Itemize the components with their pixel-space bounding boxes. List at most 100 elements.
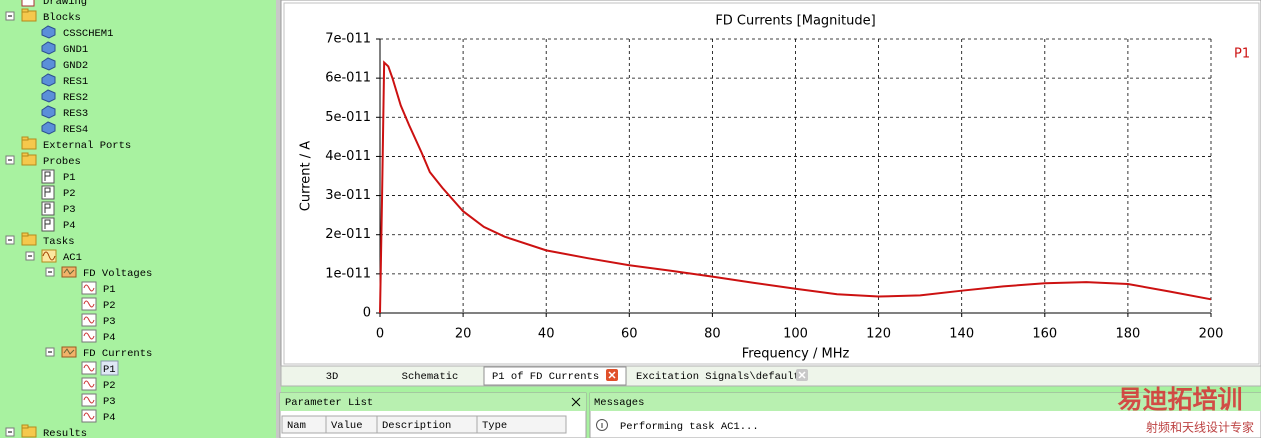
y-tick-label: 4e-011 [325, 149, 371, 164]
y-tick-label: 1e-011 [325, 266, 371, 281]
block-icon [41, 73, 56, 87]
messages-header [590, 393, 1261, 411]
column-label[interactable]: Nam [287, 420, 306, 432]
tree-label[interactable]: Probes [43, 156, 81, 168]
y-tick-label: 0 [363, 306, 371, 321]
signal-wave [83, 316, 95, 324]
folder-tab [21, 152, 29, 157]
tab-active[interactable] [483, 366, 627, 386]
tab-label[interactable]: 3D [326, 371, 339, 383]
y-tick-label: 3e-011 [325, 188, 371, 203]
x-tick-label: 0 [376, 327, 384, 342]
signal-wave [83, 284, 95, 292]
y-tick-label: 2e-011 [325, 227, 371, 242]
watermark-subtitle: 射频和天线设计专家 [1146, 420, 1254, 435]
column-label[interactable]: Type [482, 420, 507, 432]
tree-label[interactable]: P4 [63, 220, 76, 232]
x-axis-label: Frequency / MHz [742, 347, 850, 362]
tree-label[interactable]: P2 [103, 380, 116, 392]
x-tick-label: 60 [621, 327, 638, 342]
tree-label[interactable]: CSSCHEM1 [63, 28, 113, 40]
tab-label[interactable]: Schematic [402, 371, 459, 383]
probe-glyph [44, 203, 51, 213]
group-wave [63, 268, 75, 275]
chart-title: FD Currents [Magnitude] [715, 14, 875, 29]
folder-icon [21, 426, 37, 438]
y-axis-label: Current / A [299, 141, 314, 211]
y-tick-label: 7e-011 [325, 32, 371, 47]
folder-tab [21, 8, 29, 13]
panel-close[interactable] [571, 397, 581, 407]
tree-label[interactable]: RES3 [63, 108, 88, 120]
folder-icon [21, 234, 37, 246]
tree-label[interactable]: Blocks [43, 12, 81, 24]
tree-label[interactable]: FD Currents [83, 348, 152, 360]
tree-label[interactable]: P3 [103, 396, 116, 408]
tab-close-x [798, 371, 806, 379]
tree-label[interactable]: AC1 [63, 252, 82, 264]
selection [100, 360, 119, 376]
tab-label[interactable]: Excitation Signals\default [636, 371, 800, 383]
x-tick-label: 20 [455, 327, 472, 342]
column-header[interactable] [476, 415, 567, 434]
messages-title: Messages [594, 397, 644, 409]
column-label[interactable]: Description [382, 420, 451, 432]
tab[interactable] [628, 367, 816, 385]
tree-label[interactable]: P1 [63, 172, 76, 184]
y-tick-label: 5e-011 [325, 110, 371, 125]
y-tick-label: 6e-011 [325, 71, 371, 86]
message-row: Performing task AC1... [620, 421, 759, 433]
signal-wave [83, 412, 95, 420]
block-icon [41, 121, 56, 135]
block-icon [41, 25, 56, 39]
block-icon [41, 105, 56, 119]
tree-label[interactable]: P2 [63, 188, 76, 200]
tree-label[interactable]: External Ports [43, 140, 131, 152]
x-tick-label: 40 [538, 327, 555, 342]
folder-icon [21, 10, 37, 22]
series-line [379, 60, 1212, 314]
probe-glyph [44, 187, 51, 197]
signal-wave [83, 364, 95, 372]
x-tick-label: 120 [866, 327, 891, 342]
x-tick-label: 80 [704, 327, 721, 342]
block-icon [41, 89, 56, 103]
tree-label[interactable]: Drawing [43, 0, 87, 8]
tab[interactable] [378, 367, 482, 385]
tab[interactable] [290, 367, 374, 385]
watermark-title: 易迪拓培训 [1117, 385, 1242, 414]
probe-glyph [44, 171, 51, 181]
x-tick-label: 200 [1199, 327, 1224, 342]
drawing-icon [21, 0, 35, 7]
block-icon [41, 41, 56, 55]
probe-glyph [44, 219, 51, 229]
tab-label[interactable]: P1 of FD Currents [492, 371, 599, 383]
tree-label[interactable]: FD Voltages [83, 268, 152, 280]
tree-label[interactable]: Results [43, 428, 87, 438]
tree-label[interactable]: P4 [103, 332, 116, 344]
tree-label[interactable]: RES2 [63, 92, 88, 104]
signal-wave [83, 396, 95, 404]
tree-label[interactable]: Tasks [43, 236, 75, 248]
signal-wave [83, 332, 95, 340]
tree-label[interactable]: P1 [103, 364, 116, 376]
tree-label[interactable]: P3 [103, 316, 116, 328]
column-label[interactable]: Value [331, 420, 363, 432]
task-wave [42, 251, 56, 261]
tree-label[interactable]: P2 [103, 300, 116, 312]
tree-label[interactable]: GND2 [63, 60, 88, 72]
block-icon [41, 57, 56, 71]
tree-label[interactable]: RES4 [63, 124, 88, 136]
tree-label[interactable]: P3 [63, 204, 76, 216]
tree-label[interactable]: GND1 [63, 44, 88, 56]
tree-label[interactable]: P1 [103, 284, 116, 296]
x-tick-label: 160 [1032, 327, 1057, 342]
parameter-header [280, 393, 586, 411]
x-tick-label: 140 [949, 327, 974, 342]
tree-label[interactable]: P4 [103, 412, 116, 424]
tree-label[interactable]: RES1 [63, 76, 88, 88]
signal-wave [83, 380, 95, 388]
tree-panel [0, 0, 276, 438]
